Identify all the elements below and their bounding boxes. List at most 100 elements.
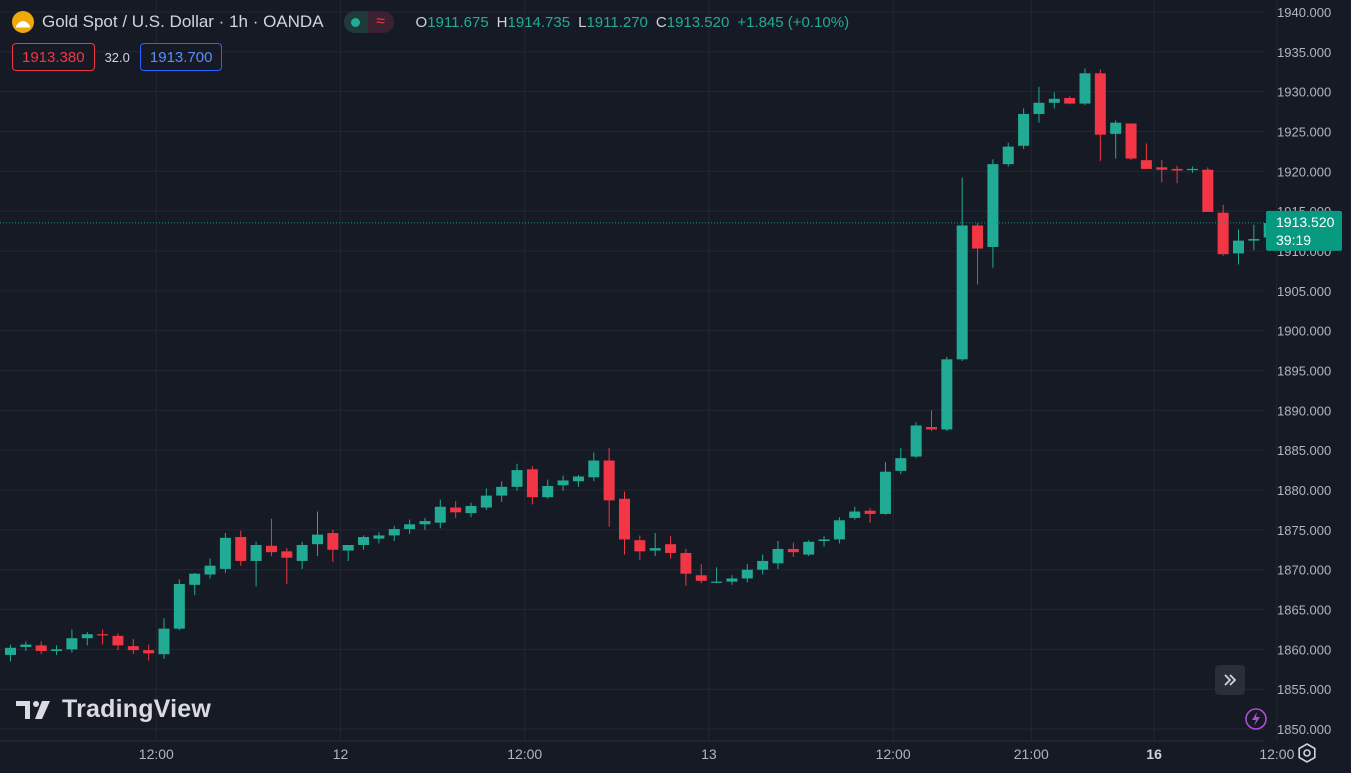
- candle: [51, 645, 63, 655]
- candle: [1064, 96, 1076, 105]
- candle: [296, 541, 308, 569]
- candle-body: [572, 476, 584, 482]
- candle: [1217, 204, 1229, 256]
- candle: [1002, 142, 1014, 167]
- candle: [772, 541, 784, 569]
- candle: [1186, 166, 1198, 173]
- candle: [910, 422, 922, 459]
- sell-price-button[interactable]: 1913.380: [12, 43, 95, 71]
- candle-body: [1064, 98, 1076, 104]
- candle-body: [66, 638, 78, 650]
- candle-body: [787, 548, 799, 553]
- candle-body: [143, 650, 155, 654]
- candle-body: [849, 511, 861, 518]
- candle-body: [5, 647, 16, 655]
- candle: [1125, 123, 1137, 161]
- watermark-text: TradingView: [62, 695, 212, 723]
- candle-body: [603, 460, 615, 501]
- candle: [741, 564, 753, 583]
- candle: [849, 506, 861, 520]
- candle-body: [97, 634, 109, 636]
- candle-body: [296, 544, 308, 561]
- buy-price-button[interactable]: 1913.700: [139, 43, 223, 71]
- price-tick-label: 1865.000: [1277, 603, 1331, 618]
- candle: [1018, 108, 1030, 149]
- chart-settings-gear-icon[interactable]: [1296, 742, 1318, 764]
- candle: [1156, 160, 1168, 183]
- candle: [1248, 224, 1260, 251]
- high-label: H: [496, 13, 508, 31]
- candle: [833, 517, 845, 544]
- candle-body: [726, 578, 738, 582]
- candle: [250, 541, 262, 587]
- candle-body: [373, 535, 385, 539]
- candle: [926, 410, 937, 432]
- candle-body: [557, 480, 569, 486]
- time-tick-label: 12:00: [139, 746, 174, 762]
- candle: [5, 644, 16, 662]
- price-tick-label: 1925.000: [1277, 124, 1331, 139]
- candle: [665, 536, 677, 559]
- price-tick-label: 1890.000: [1277, 403, 1331, 418]
- candle-body: [265, 545, 277, 553]
- price-tick-label: 1880.000: [1277, 483, 1331, 498]
- time-tick-label: 12:00: [507, 746, 542, 762]
- candle-body: [818, 539, 830, 542]
- time-tick-label: 12:00: [876, 746, 911, 762]
- candle: [81, 631, 93, 646]
- candle-body: [250, 544, 262, 561]
- candle: [465, 502, 477, 518]
- candle-body: [450, 507, 462, 513]
- candle: [572, 474, 584, 487]
- scroll-to-realtime-button[interactable]: [1215, 665, 1245, 695]
- candle: [941, 356, 953, 432]
- candle: [557, 475, 569, 491]
- candle: [35, 641, 47, 655]
- candle: [204, 558, 216, 579]
- candle-body: [1171, 168, 1183, 171]
- candle-body: [189, 573, 201, 585]
- price-axis[interactable]: 1940.000 1935.000 1930.000 1925.000 1920.000…: [1277, 5, 1331, 737]
- candle: [726, 575, 738, 585]
- candle: [1033, 86, 1045, 123]
- candle: [281, 548, 293, 585]
- open-label: O: [415, 13, 428, 31]
- price-tick-label: 1940.000: [1277, 5, 1331, 20]
- candle-body: [312, 534, 323, 545]
- price-tick-label: 1930.000: [1277, 85, 1331, 100]
- candle: [143, 644, 155, 661]
- lightning-icon[interactable]: [1244, 707, 1268, 731]
- candle-body: [1048, 98, 1060, 103]
- price-tick-label: 1850.000: [1277, 722, 1331, 737]
- candle-body: [388, 529, 400, 536]
- candle: [480, 488, 492, 510]
- candle: [342, 544, 354, 561]
- candle-body: [434, 506, 446, 523]
- candle-body: [1079, 73, 1091, 104]
- symbol-legend[interactable]: Gold Spot / U.S. Dollar · 1h · OANDA ≈ O…: [12, 10, 849, 34]
- time-tick-label: 12:00: [1259, 746, 1294, 762]
- time-axis[interactable]: 12:00 12 12:00 13 12:00 21:00 16 12:00: [0, 740, 1295, 762]
- candle: [419, 517, 431, 530]
- price-tick-label: 1870.000: [1277, 563, 1331, 578]
- candle-body: [480, 495, 492, 508]
- candle: [588, 452, 600, 482]
- market-status-pill[interactable]: ≈: [343, 11, 394, 33]
- price-tick-label: 1935.000: [1277, 45, 1331, 60]
- candle-body: [1202, 169, 1214, 212]
- candle-body: [895, 458, 907, 471]
- candle: [235, 530, 247, 566]
- candle: [879, 462, 891, 515]
- tradingview-watermark: TradingView: [16, 695, 211, 724]
- candle-body: [1094, 73, 1106, 135]
- symbol-title[interactable]: Gold Spot / U.S. Dollar · 1h · OANDA: [42, 12, 324, 31]
- candle-body: [204, 565, 216, 575]
- price-tick-label: 1855.000: [1277, 682, 1331, 697]
- high-value: 1914.735: [507, 13, 571, 31]
- price-tick-label: 1860.000: [1277, 642, 1331, 657]
- last-price-label: 1913.520 39:19: [1266, 210, 1342, 251]
- candle-body: [281, 551, 293, 558]
- candle: [66, 629, 78, 653]
- candle: [1079, 68, 1091, 106]
